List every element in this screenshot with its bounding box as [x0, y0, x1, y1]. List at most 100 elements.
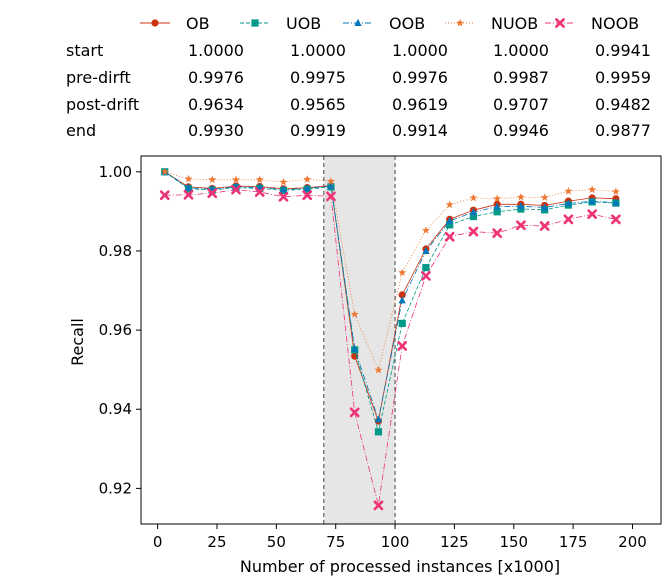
data-point	[422, 246, 430, 254]
x-tick-label: 100	[381, 533, 410, 551]
data-point	[516, 192, 525, 201]
data-point	[327, 181, 335, 190]
table-row: post-drift 0.9634 0.9565 0.9619 0.9707 0.9482	[66, 95, 651, 114]
y-tick-label: 0.96	[99, 321, 132, 339]
series-noob	[159, 184, 621, 511]
data-point	[278, 191, 289, 202]
data-point	[492, 228, 503, 239]
y-tick-label: 1.00	[99, 163, 132, 181]
series-line	[164, 171, 616, 433]
data-point	[398, 268, 407, 277]
x-tick-label: 200	[618, 533, 647, 551]
data-point	[303, 175, 312, 183]
table-cell: 0.9976	[392, 68, 448, 87]
table-row-label: post-drift	[66, 95, 139, 114]
table-cell: 0.9930	[188, 121, 244, 140]
data-point	[469, 193, 478, 202]
table-cell: 0.9959	[595, 68, 651, 87]
table-cell: 0.9976	[188, 68, 244, 87]
data-point	[612, 198, 620, 206]
table-cell: 0.9941	[595, 41, 651, 60]
data-point	[446, 216, 454, 224]
data-point	[279, 177, 288, 186]
table-row: pre-dirft 0.9976 0.9975 0.9976 0.9987 0.9959	[66, 68, 651, 87]
table-cell: 0.9946	[493, 121, 549, 140]
data-point	[326, 191, 336, 202]
data-point	[303, 184, 311, 192]
data-point	[539, 221, 550, 231]
data-point	[374, 428, 383, 436]
legend-entry-noob: NOOB	[545, 14, 639, 33]
table-cell: 0.9707	[493, 95, 549, 114]
data-point	[374, 415, 383, 423]
data-point	[397, 341, 408, 351]
legend: OB UOB OOB NUOB NOOB	[140, 14, 639, 33]
table-cell: 0.9877	[595, 121, 651, 140]
table-cell: 0.9975	[290, 68, 346, 87]
plot-area: 0 25 50 75 100 125 150 175 200 0.92 0.94 0.96 0.98 1.…	[99, 155, 662, 551]
series-line	[164, 189, 616, 506]
data-point	[160, 167, 169, 176]
data-point	[446, 221, 454, 229]
data-point	[469, 207, 478, 216]
data-point	[564, 199, 572, 207]
table-row: start 1.0000 1.0000 1.0000 1.0000 0.9941	[66, 41, 651, 60]
data-point	[469, 212, 478, 221]
data-point	[445, 200, 454, 209]
table-cell: 0.9619	[392, 95, 448, 114]
series-nuob	[160, 167, 620, 374]
data-point	[350, 310, 359, 318]
legend-label: OB	[186, 14, 210, 33]
data-point	[516, 220, 526, 231]
data-point	[493, 208, 501, 216]
legend-entry-ob: OB	[140, 14, 210, 33]
data-point	[398, 319, 406, 327]
data-point	[251, 19, 259, 27]
data-point	[231, 184, 241, 195]
legend-entry-uob: UOB	[240, 14, 321, 33]
table-row: end 0.9930 0.9919 0.9914 0.9946 0.9877	[66, 121, 651, 140]
data-point	[588, 185, 597, 194]
x-tick-label: 175	[559, 533, 588, 551]
data-point	[183, 189, 194, 200]
legend-label: NOOB	[591, 14, 639, 33]
data-point	[207, 188, 218, 199]
data-point	[151, 19, 159, 27]
data-point	[517, 202, 525, 210]
data-point	[421, 270, 431, 281]
legend-label: UOB	[286, 14, 321, 33]
table-row-label: start	[66, 41, 103, 60]
legend-label: NUOB	[491, 14, 538, 33]
table-cell: 0.9482	[595, 95, 651, 114]
data-point	[351, 344, 359, 353]
data-point	[541, 203, 549, 211]
y-tick-label: 0.98	[99, 242, 132, 260]
data-point	[610, 214, 621, 225]
data-point	[422, 263, 430, 272]
table-cell: 0.9634	[188, 95, 244, 114]
data-point	[208, 175, 217, 184]
data-point	[444, 231, 455, 242]
data-point	[563, 214, 574, 225]
data-point	[349, 407, 360, 418]
table-row-label: end	[66, 121, 96, 140]
table-cell: 0.9914	[392, 121, 448, 140]
data-point	[493, 202, 501, 210]
data-point	[555, 18, 565, 28]
data-point	[255, 175, 264, 184]
data-point	[398, 296, 406, 304]
legend-entry-oob: OOB	[343, 14, 425, 33]
x-tick-label: 50	[267, 533, 286, 551]
legend-label: OOB	[389, 14, 425, 33]
x-axis-label: Number of processed instances [x1000]	[240, 557, 560, 576]
data-point	[373, 500, 384, 511]
table-cell: 1.0000	[290, 41, 346, 60]
table-cell: 0.9987	[493, 68, 549, 87]
data-point	[421, 226, 430, 234]
data-point	[611, 187, 620, 196]
data-point	[540, 193, 549, 201]
table-cell: 1.0000	[188, 41, 244, 60]
data-point	[468, 226, 479, 237]
table-row-label: pre-dirft	[66, 68, 131, 87]
